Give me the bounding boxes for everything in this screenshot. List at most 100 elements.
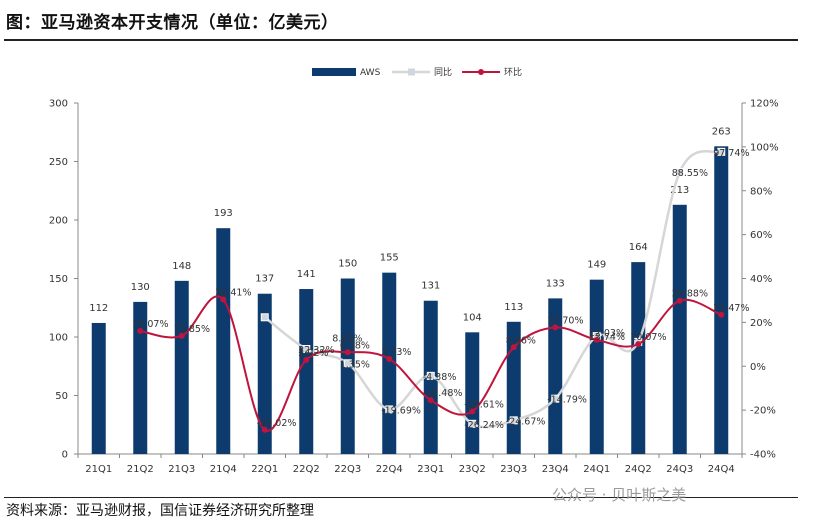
qoq-value-label: 12.03%	[589, 328, 625, 339]
bar-value-label: 213	[670, 185, 689, 196]
qoq-value-label: -20.61%	[464, 399, 504, 410]
yoy-value-label: -4.38%	[423, 372, 457, 383]
bar-value-label: 130	[131, 282, 150, 293]
x-tick-label: 23Q1	[417, 464, 444, 475]
qoq-value-label: 2.92%	[298, 348, 328, 359]
yoy-point	[385, 405, 394, 414]
bar-value-label: 104	[463, 312, 482, 323]
x-tick-label: 22Q4	[376, 464, 403, 475]
bar-value-label: 133	[546, 278, 565, 289]
title-rule	[4, 39, 798, 41]
legend-marker-yoy	[408, 68, 415, 76]
bar-value-label: 112	[89, 303, 108, 314]
qoq-point	[220, 296, 227, 303]
legend-swatch-aws	[312, 68, 356, 76]
y-right-tick-label: 40%	[750, 274, 772, 285]
series-line-qoq	[140, 295, 722, 432]
extra-value-label: 8.43%	[332, 334, 362, 345]
qoq-point	[344, 349, 351, 356]
bar-value-label: 150	[338, 259, 357, 270]
bar-value-label: 113	[504, 302, 523, 313]
capex-chart: 0 50 100 150 200 250 300 -40% -20% 0% 20% 40% 60% 80%…	[49, 66, 779, 475]
bar-aws	[174, 280, 189, 454]
yoy-point	[675, 167, 684, 176]
y-left-tick-label: 50	[55, 391, 68, 402]
yoy-value-label: -24.67%	[506, 416, 546, 427]
qoq-value-label: 3.33%	[381, 347, 411, 358]
qoq-point	[593, 336, 600, 343]
qoq-point	[510, 344, 517, 351]
yoy-value-label: 97.74%	[713, 148, 749, 159]
watermark: 公众号 · 贝叶斯之美	[552, 486, 687, 504]
y-right-tick-label: -40%	[750, 450, 776, 461]
qoq-point	[469, 408, 476, 415]
bar-aws	[714, 146, 729, 455]
y-right-tick-label: 100%	[750, 142, 779, 153]
qoq-value-label: 10.07%	[630, 332, 666, 343]
qoq-value-label: 6.38%	[340, 340, 370, 351]
yoy-value-label: -26.24%	[464, 420, 504, 431]
y-right-tick-label: -20%	[750, 406, 776, 417]
qoq-point	[718, 311, 725, 318]
x-tick-label: 24Q3	[666, 464, 693, 475]
yoy-point	[260, 313, 269, 322]
bar-value-label: 141	[297, 269, 316, 280]
bar-value-label: 193	[214, 208, 233, 219]
y-left-tick-label: 200	[49, 216, 68, 227]
yoy-point	[468, 419, 477, 428]
x-tick-label: 23Q3	[500, 464, 527, 475]
x-tick-label: 23Q4	[542, 464, 569, 475]
bar-aws	[257, 293, 272, 454]
yoy-value-label: 88.55%	[672, 168, 708, 179]
x-tick-label: 24Q2	[625, 464, 652, 475]
x-tick-label: 24Q4	[708, 464, 735, 475]
bar-aws	[672, 204, 687, 454]
bar-value-label: 131	[421, 281, 440, 292]
y-left-tick-label: 100	[49, 333, 68, 344]
bar-value-label: 148	[172, 261, 191, 272]
bar-aws	[299, 289, 314, 454]
bar-aws	[216, 228, 231, 454]
qoq-value-label: 29.88%	[672, 289, 708, 300]
yoy-point	[343, 359, 352, 368]
yoy-value-label: -14.79%	[547, 395, 587, 406]
x-tick-label: 22Q2	[293, 464, 320, 475]
bar-aws	[589, 279, 604, 454]
yoy-point	[717, 147, 726, 156]
bar-aws	[133, 301, 148, 454]
bar-aws	[465, 332, 480, 454]
y-right-tick-label: 0%	[750, 362, 766, 373]
qoq-value-label: 13.85%	[174, 324, 210, 335]
bar-value-label: 149	[587, 260, 606, 271]
bar-value-label: 137	[255, 274, 274, 285]
x-tick-label: 21Q3	[168, 464, 195, 475]
legend-label-qoq: 环比	[504, 66, 522, 78]
yoy-value-label: -19.69%	[381, 405, 421, 416]
qoq-value-label: -29.02%	[257, 418, 297, 429]
yoy-point	[551, 394, 560, 403]
yoy-point	[426, 371, 435, 380]
bar-aws	[91, 322, 106, 454]
bar-value-label: 164	[629, 242, 648, 253]
qoq-point	[178, 332, 185, 339]
qoq-point	[303, 356, 310, 363]
legend-label-yoy: 同比	[434, 66, 452, 78]
x-tick-label: 21Q2	[127, 464, 154, 475]
qoq-value-label: 23.47%	[713, 303, 749, 314]
qoq-value-label: 30.41%	[215, 288, 251, 299]
bar-value-label: 155	[380, 253, 399, 264]
x-tick-label: 22Q3	[334, 464, 361, 475]
legend-label-aws: AWS	[360, 68, 381, 78]
y-left-tick-label: 150	[49, 274, 68, 285]
qoq-point	[676, 297, 683, 304]
x-tick-label: 22Q1	[251, 464, 278, 475]
x-tick-label: 24Q1	[583, 464, 610, 475]
x-tick-label: 21Q1	[85, 464, 112, 475]
qoq-value-label: 8.66%	[506, 335, 536, 346]
qoq-value-label: 16.07%	[132, 319, 168, 330]
x-tick-label: 21Q4	[210, 464, 237, 475]
yoy-value-label: 13.74%	[589, 332, 625, 343]
qoq-value-label: 17.70%	[547, 315, 583, 326]
qoq-point	[137, 327, 144, 334]
qoq-point	[552, 324, 559, 331]
